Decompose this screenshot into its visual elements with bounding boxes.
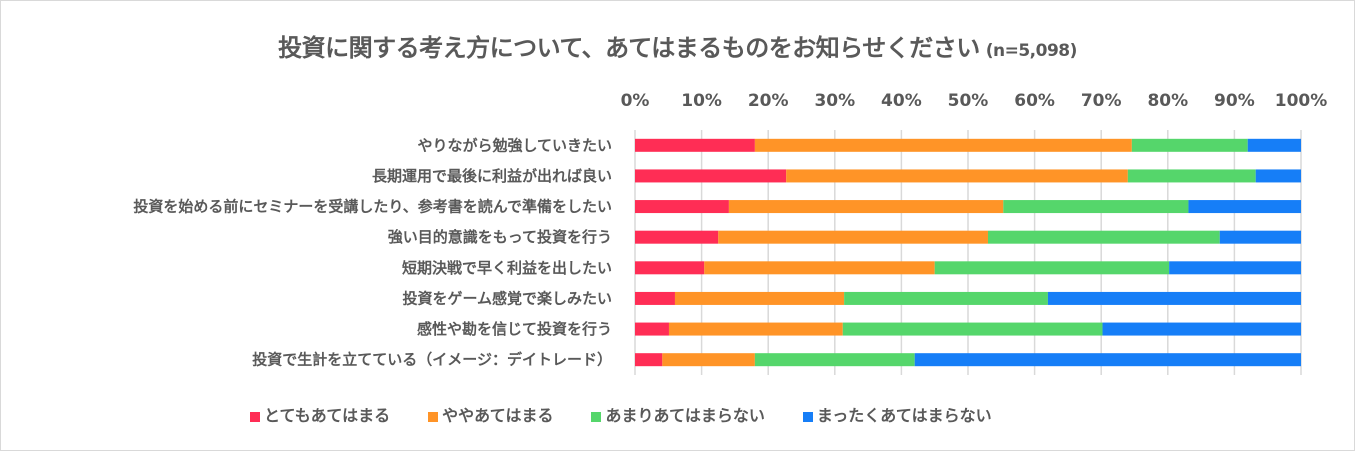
x-tick-label: 50% <box>948 91 989 111</box>
category-label: 感性や勘を信じて投資を行う <box>417 320 612 338</box>
legend-label: とてもあてはまる <box>264 406 391 425</box>
bar-segment <box>635 230 719 244</box>
legend-item: あまりあてはまらない <box>591 402 765 426</box>
bar-segment <box>635 200 729 214</box>
bar-segment <box>1131 138 1248 152</box>
legend-swatch <box>250 412 260 422</box>
bar-segment <box>718 230 988 244</box>
legend-swatch <box>428 412 439 422</box>
x-tick-label: 0% <box>621 91 650 111</box>
bar-segment <box>1219 230 1301 244</box>
category-label: 強い目的意識をもって投資を行う <box>388 228 612 246</box>
bar-segment <box>635 322 669 336</box>
bar-segment <box>754 353 915 367</box>
bar-segment <box>1102 322 1301 336</box>
x-tick-label: 30% <box>814 91 855 111</box>
bar-segment <box>668 322 843 336</box>
bar-segment <box>754 138 1132 152</box>
bar-segment <box>1127 169 1256 183</box>
bar-segment <box>844 291 1048 305</box>
x-tick-label: 70% <box>1081 91 1122 111</box>
bar-segment <box>635 169 787 183</box>
legend: とてもあてはまる ややあてはまる あまりあてはまらない まったくあてはまらない <box>250 402 1030 426</box>
bar-segment <box>1003 200 1189 214</box>
category-label: 投資をゲーム感覚で楽しみたい <box>402 289 612 307</box>
bar-segment <box>635 291 675 305</box>
bar-segment <box>662 353 755 367</box>
chart-subtitle: (n=5,098) <box>985 41 1078 61</box>
bar-segment <box>704 261 935 275</box>
category-label: 投資を始める前にセミナーを受講したり、参考書を読んで準備をしたい <box>133 198 612 216</box>
category-label: やりながら勉強していきたい <box>417 136 612 154</box>
legend-item: ややあてはまる <box>428 402 553 426</box>
legend-label: あまりあてはまらない <box>605 406 765 425</box>
x-tick-label: 40% <box>881 91 922 111</box>
legend-item: とてもあてはまる <box>250 402 390 426</box>
x-tick-label: 80% <box>1147 91 1188 111</box>
category-label: 短期決戦で早く利益を出したい <box>402 259 612 277</box>
x-tick-label: 100% <box>1275 91 1328 111</box>
bar-segment <box>728 200 1004 214</box>
category-label: 長期運用で最後に利益が出れば良い <box>372 167 612 185</box>
category-label: 投資で生計を立てている（イメージ：デイトレード） <box>252 351 612 369</box>
chart-title-container: 投資に関する考え方について、あてはまるものをお知らせください (n=5,098) <box>0 28 1355 63</box>
x-tick-label: 60% <box>1014 91 1055 111</box>
bar-segment <box>1188 200 1301 214</box>
x-tick-label: 90% <box>1214 91 1255 111</box>
bar-segment <box>635 353 663 367</box>
bar-segment <box>914 353 1301 367</box>
legend-label: ややあてはまる <box>442 406 554 425</box>
x-tick-label: 10% <box>681 91 722 111</box>
bar-segment <box>1047 291 1301 305</box>
bar-segment <box>987 230 1220 244</box>
chart-title: 投資に関する考え方について、あてはまるものをお知らせください <box>278 34 980 62</box>
bar-segment <box>786 169 1128 183</box>
bar-segment <box>674 291 845 305</box>
legend-label: まったくあてはまらない <box>816 406 992 425</box>
legend-swatch <box>802 412 813 422</box>
bar-segment <box>1169 261 1301 275</box>
legend-item: まったくあてはまらない <box>802 402 992 426</box>
bar-segment <box>635 261 705 275</box>
bar-segment <box>635 138 755 152</box>
bar-segment <box>842 322 1103 336</box>
x-tick-label: 20% <box>748 91 789 111</box>
bar-segment <box>1247 138 1301 152</box>
bar-segment <box>1255 169 1301 183</box>
legend-swatch <box>591 412 602 422</box>
bar-segment <box>934 261 1170 275</box>
